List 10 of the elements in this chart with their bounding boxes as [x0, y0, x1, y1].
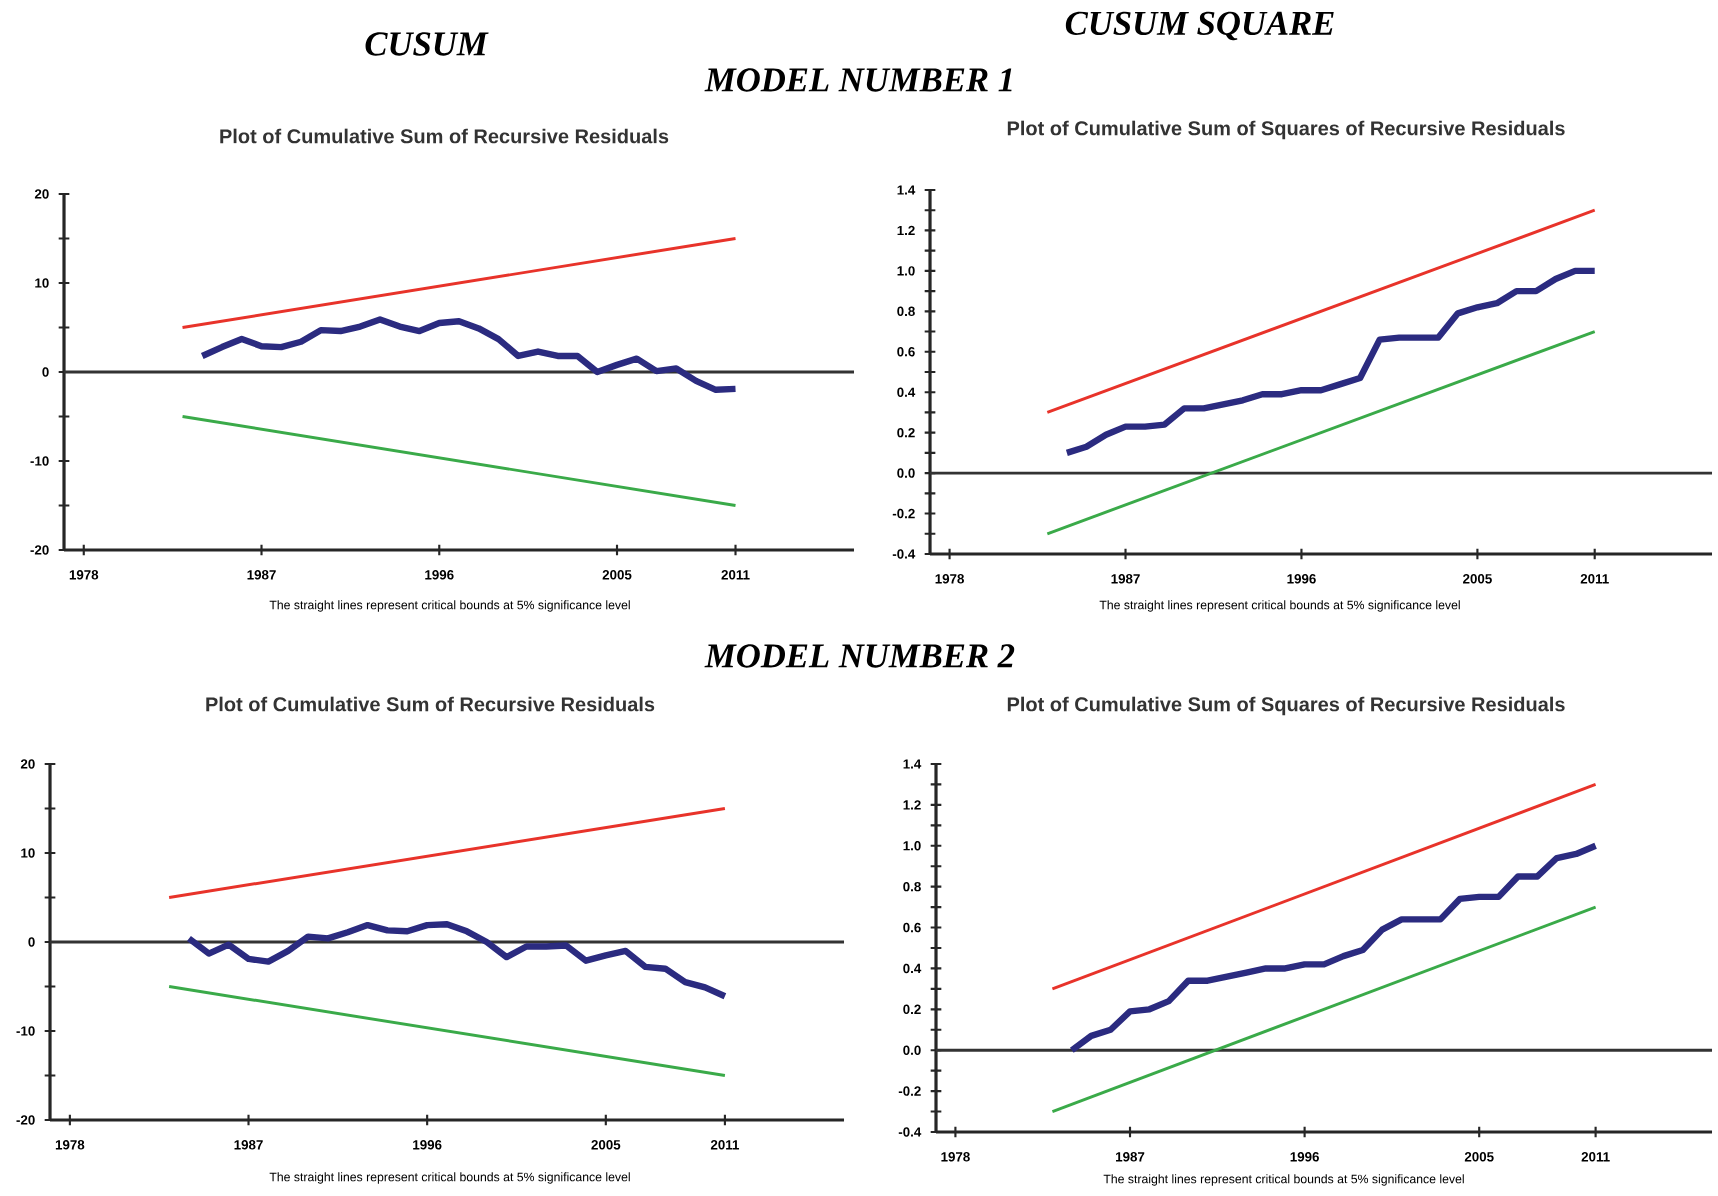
line-series — [185, 921, 729, 1000]
chart-title: Plot of Cumulative Sum of Squares of Recursive Residuals — [1007, 120, 1565, 140]
chart-title: Plot of Cumulative Sum of Squares of Recursive Residuals — [1007, 696, 1565, 716]
text: CUSUM SQUARE — [1065, 11, 1334, 41]
chart-title: Plot of Cumulative Sum of Recursive Residuals — [206, 696, 655, 712]
text: MODEL NUMBER 1 — [704, 68, 1012, 92]
text: MODEL NUMBER 2 — [704, 644, 1015, 668]
chart-title: Plot of Cumulative Sum of Recursive Residuals — [220, 128, 669, 144]
line-series — [199, 316, 739, 393]
text: CUSUM — [365, 32, 489, 56]
